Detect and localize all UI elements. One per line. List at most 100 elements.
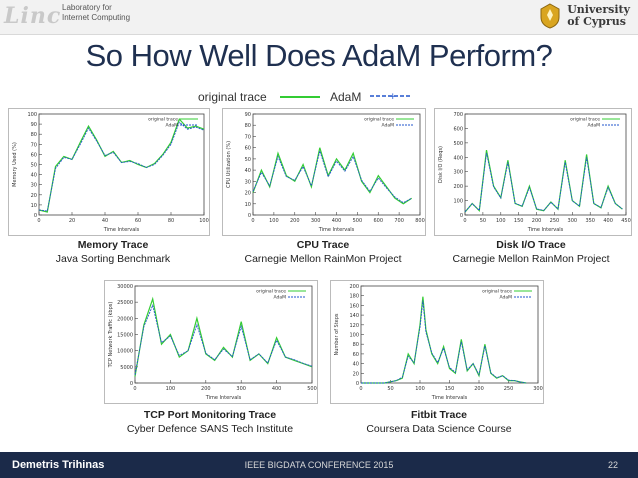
lab-name: Laboratory for Internet Computing	[62, 3, 130, 23]
x-tick-label: 300	[236, 386, 246, 392]
x-tick-label: 400	[603, 218, 613, 224]
y-tick-label: 5000	[120, 365, 133, 371]
y-tick-label: 120	[349, 323, 359, 329]
y-tick-label: 100	[27, 112, 37, 118]
y-tick-label: 20	[245, 191, 251, 197]
plot-frame	[38, 113, 205, 216]
plot-legend-label: original trace	[148, 117, 178, 123]
y-tick-label: 60	[245, 146, 251, 152]
x-tick-label: 150	[514, 218, 524, 224]
y-tick-label: 80	[353, 342, 359, 348]
y-tick-label: 60	[353, 352, 359, 358]
x-tick-label: 250	[504, 386, 514, 392]
x-tick-label: 0	[37, 218, 40, 224]
y-tick-label: 80	[245, 123, 251, 129]
tcp-port-trace-title: TCP Port Monitoring Trace	[143, 409, 277, 421]
y-tick-label: 20	[31, 193, 37, 199]
memory-trace-subtitle: Java Sorting Benchmark	[55, 253, 171, 265]
y-tick-label: 600	[453, 126, 463, 132]
x-tick-label: 200	[201, 386, 211, 392]
slide-header: Linc Laboratory for Internet Computing U…	[0, 0, 638, 35]
tcp-port-trace-plot: 0 5000 10000 15000 20000 25000 30000 0 100 200 300…	[104, 280, 318, 404]
y-tick-label: 180	[349, 294, 359, 300]
x-tick-label: 50	[480, 218, 486, 224]
plot-legend-label: AdaM	[500, 295, 513, 301]
university-logo: University of Cyprus	[539, 3, 630, 29]
y-tick-label: 160	[349, 303, 359, 309]
legend-original-swatch	[280, 96, 320, 98]
y-tick-label: 50	[245, 157, 251, 163]
fitbit-trace-plot: 0 20 40 60 80 100 120 140 160 180 200 0 50 100 150 200 2…	[330, 280, 544, 404]
x-tick-label: 350	[585, 218, 595, 224]
series-line-original	[361, 296, 527, 384]
x-tick-label: 60	[135, 218, 141, 224]
x-axis-label: Time Intervals	[103, 227, 140, 233]
x-tick-label: 100	[269, 218, 279, 224]
x-tick-label: 500	[353, 218, 363, 224]
svg-text:+: +	[389, 92, 397, 101]
x-axis-label: Time Intervals	[527, 227, 564, 233]
legend-adam-label: AdaM	[330, 90, 362, 104]
tcp-port-trace-chart: 0 5000 10000 15000 20000 25000 30000 0 100 200 300…	[108, 284, 317, 401]
series-line-adam	[134, 303, 313, 375]
x-tick-label: 300	[568, 218, 578, 224]
footer-conference: IEEE BIGDATA CONFERENCE 2015	[244, 460, 394, 470]
disk-io-trace-plot: 0 100 200 300 400 500 600 700 0 50 100 150 200 250 300…	[434, 108, 632, 236]
disk-io-trace-subtitle: Carnegie Mellon RainMon Project	[452, 253, 610, 265]
plot-legend-label: original trace	[482, 289, 512, 295]
memory-trace-caption: Memory Trace Java Sorting Benchmark	[8, 238, 218, 266]
fitbit-trace-subtitle: Coursera Data Science Course	[366, 423, 512, 435]
y-tick-label: 90	[245, 112, 251, 118]
y-tick-label: 80	[31, 132, 37, 138]
plot-legend-label: AdaM	[588, 123, 601, 129]
y-tick-label: 30	[245, 179, 251, 185]
y-tick-label: 140	[349, 313, 359, 319]
y-tick-label: 30	[31, 183, 37, 189]
y-tick-label: 60	[31, 152, 37, 158]
y-tick-label: 0	[248, 213, 251, 219]
lab-name-line1: Laboratory for	[62, 3, 112, 12]
x-tick-label: 100	[166, 386, 176, 392]
x-tick-label: 0	[133, 386, 136, 392]
y-tick-label: 20	[353, 371, 359, 377]
y-tick-label: 200	[453, 184, 463, 190]
y-tick-label: 0	[130, 381, 133, 387]
x-tick-label: 150	[445, 386, 455, 392]
university-crest-icon	[540, 3, 560, 29]
university-name: University of Cyprus	[567, 4, 630, 28]
y-tick-label: 70	[31, 142, 37, 148]
cpu-trace-caption: CPU Trace Carnegie Mellon RainMon Projec…	[218, 238, 428, 266]
university-name-line2: of Cyprus	[567, 15, 626, 28]
series-line-original	[134, 296, 313, 377]
plot-frame	[464, 113, 627, 216]
y-tick-label: 100	[349, 333, 359, 339]
y-tick-label: 400	[453, 155, 463, 161]
x-tick-label: 100	[415, 386, 425, 392]
y-tick-label: 15000	[117, 333, 133, 339]
shared-legend: original trace AdaM +	[198, 88, 438, 106]
memory-trace-chart: 0 10 20 30 40 50 60 70 80 90 100 0 20 40 60 80 100 Time I…	[12, 112, 209, 233]
y-tick-label: 100	[453, 199, 463, 205]
university-name-line1: University	[567, 3, 630, 16]
series-line-adam	[464, 152, 623, 213]
disk-io-trace-chart: 0 100 200 300 400 500 600 700 0 50 100 150 200 250 300…	[438, 112, 631, 233]
lab-logo: Linc	[4, 3, 62, 29]
x-tick-label: 0	[359, 386, 362, 392]
memory-trace-plot: 0 10 20 30 40 50 60 70 80 90 100 0 20 40 60 80 100 Time I…	[8, 108, 210, 236]
plot-legend-label: AdaM	[274, 295, 287, 301]
x-tick-label: 300	[533, 386, 543, 392]
x-tick-label: 600	[373, 218, 383, 224]
x-tick-label: 400	[272, 386, 282, 392]
plot-frame	[134, 285, 313, 384]
x-tick-label: 200	[290, 218, 300, 224]
x-tick-label: 100	[496, 218, 506, 224]
plot-legend-label: AdaM	[166, 123, 179, 129]
tcp-port-trace-subtitle: Cyber Defence SANS Tech Institute	[126, 423, 294, 435]
x-axis-label: Time Intervals	[431, 395, 468, 401]
y-axis-label: Memory Used (%)	[12, 142, 18, 187]
y-tick-label: 0	[34, 213, 37, 219]
tcp-port-trace-caption: TCP Port Monitoring Trace Cyber Defence …	[100, 408, 320, 436]
x-tick-label: 500	[307, 386, 317, 392]
x-axis-label: Time Intervals	[205, 395, 242, 401]
y-tick-label: 10	[31, 203, 37, 209]
